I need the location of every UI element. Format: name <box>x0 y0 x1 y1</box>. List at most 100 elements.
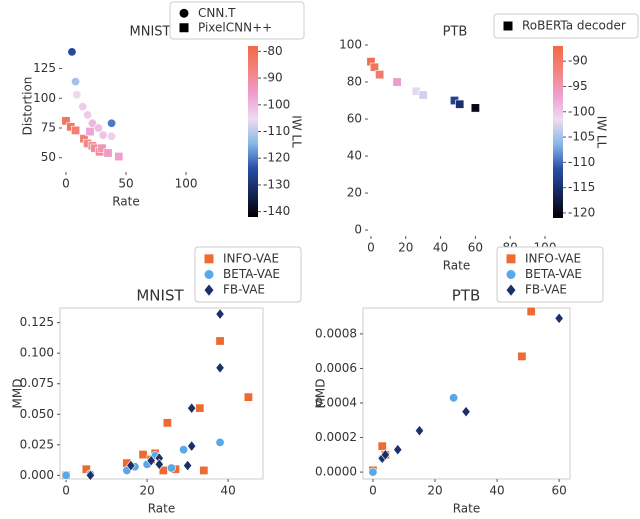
point <box>166 463 176 473</box>
colorbar-tick-label: -130 <box>263 177 290 191</box>
point <box>470 103 480 113</box>
y-tick-label: 20 <box>347 186 362 200</box>
x-tick-label: 100 <box>175 177 198 191</box>
point <box>461 405 471 418</box>
point <box>61 116 71 126</box>
x-tick-label: 0 <box>369 484 377 498</box>
point <box>375 70 385 80</box>
point <box>449 393 459 403</box>
x-axis-label: Rate <box>148 502 176 516</box>
point <box>93 123 103 133</box>
x-tick-label: 0 <box>367 241 375 255</box>
legend-marker <box>204 284 214 296</box>
colorbar-tick-label: -120 <box>263 151 290 165</box>
point <box>377 441 387 451</box>
y-tick-label: 0 <box>354 223 362 237</box>
x-tick-label: 20 <box>139 484 154 498</box>
colorbar-tick-label: -100 <box>568 104 595 118</box>
y-tick-label: 0.0008 <box>315 326 357 340</box>
point <box>517 351 527 361</box>
point <box>215 308 225 320</box>
legend-marker <box>506 254 516 264</box>
y-tick-label: 0.0006 <box>315 361 357 375</box>
colorbar-tick-label: -110 <box>263 124 290 138</box>
x-tick-label: 20 <box>427 484 442 498</box>
y-tick-label: 100 <box>33 91 56 105</box>
y-tick-label: 100 <box>339 37 362 51</box>
legend-marker <box>179 23 189 33</box>
x-tick-label: 60 <box>468 241 483 255</box>
point <box>455 99 465 109</box>
point <box>103 148 113 158</box>
colorbar-tick-label: -90 <box>263 71 283 85</box>
point <box>158 465 168 475</box>
point <box>392 77 402 87</box>
point <box>61 470 71 480</box>
x-tick-label: 50 <box>118 177 133 191</box>
x-tick-label: 0 <box>62 484 70 498</box>
legend-marker <box>204 254 214 264</box>
legend-label: CNN.T <box>198 6 236 20</box>
colorbar-tick-label: -120 <box>568 205 595 219</box>
x-axis-label: Rate <box>443 259 471 273</box>
point <box>554 312 564 325</box>
colorbar-tick-label: -115 <box>568 180 595 194</box>
plot-frame <box>362 307 571 480</box>
x-axis-label: Rate <box>453 502 481 516</box>
point <box>107 118 117 128</box>
legend-label: BETA-VAE <box>525 267 582 281</box>
colorbar <box>553 46 563 218</box>
y-tick-label: 0.0002 <box>315 430 357 444</box>
chart-title: PTB <box>452 287 481 305</box>
y-tick-label: 60 <box>347 112 362 126</box>
legend-label: INFO-VAE <box>223 251 279 265</box>
chart-title: MNIST <box>130 25 171 40</box>
y-tick-label: 0.125 <box>20 315 54 329</box>
legend-box <box>194 246 302 303</box>
colorbar <box>248 46 258 217</box>
x-axis-label: Rate <box>112 195 140 209</box>
point <box>368 467 378 477</box>
point <box>187 402 197 414</box>
y-tick-label: 0.100 <box>20 346 54 360</box>
point <box>98 130 108 140</box>
legend-label: RoBERTa decoder <box>522 19 626 33</box>
point <box>215 437 225 447</box>
point <box>71 125 81 135</box>
point <box>418 90 428 100</box>
point <box>526 306 536 316</box>
colorbar-tick-label: -90 <box>568 54 588 68</box>
x-tick-label: 40 <box>221 484 236 498</box>
colorbar-tick-label: -100 <box>263 97 290 111</box>
legend-box <box>169 1 305 40</box>
x-tick-label: 20 <box>398 241 413 255</box>
chart-title: MNIST <box>136 287 184 305</box>
legend-label: PixelCNN++ <box>198 20 272 34</box>
legend-box <box>493 13 639 39</box>
point <box>369 62 379 72</box>
point <box>85 469 95 482</box>
y-axis-label: Distortion <box>21 77 35 136</box>
point <box>380 449 390 461</box>
y-tick-label: 0.000 <box>20 468 54 482</box>
y-axis-label: MMD <box>11 379 25 409</box>
point <box>126 459 136 472</box>
point <box>183 459 193 472</box>
point <box>67 47 77 57</box>
point <box>199 465 209 475</box>
y-tick-label: 80 <box>347 75 362 89</box>
point <box>215 336 225 346</box>
point <box>71 77 81 87</box>
y-axis-label: MMD <box>314 379 328 409</box>
point <box>138 450 148 460</box>
plot-frame <box>59 307 264 480</box>
point <box>97 143 107 153</box>
colorbar-label: IW LL <box>290 115 304 148</box>
legend-label: FB-VAE <box>525 283 567 297</box>
legend-label: INFO-VAE <box>525 251 581 265</box>
y-tick-label: 0.0000 <box>315 465 357 479</box>
point <box>107 131 117 141</box>
colorbar-label: IW LL <box>595 116 609 149</box>
legend-marker <box>204 270 214 279</box>
